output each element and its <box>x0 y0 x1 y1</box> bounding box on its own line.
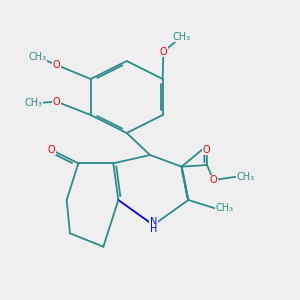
Text: CH₃: CH₃ <box>28 52 46 62</box>
Text: O: O <box>160 47 167 57</box>
Text: H: H <box>150 224 157 234</box>
Text: CH₃: CH₃ <box>215 203 233 213</box>
Text: O: O <box>53 97 61 107</box>
Text: CH₃: CH₃ <box>24 98 42 108</box>
Text: O: O <box>53 60 61 70</box>
Text: O: O <box>209 175 217 185</box>
Text: CH₃: CH₃ <box>172 32 191 42</box>
Text: CH₃: CH₃ <box>237 172 255 182</box>
Text: N: N <box>150 217 157 227</box>
Text: O: O <box>48 145 56 155</box>
Text: O: O <box>203 145 211 155</box>
